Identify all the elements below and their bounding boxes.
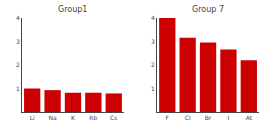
svg-text:4: 4 xyxy=(151,14,155,21)
svg-text:2: 2 xyxy=(151,61,155,68)
svg-text:Na: Na xyxy=(48,114,56,121)
svg-text:Li: Li xyxy=(30,114,35,121)
svg-text:2: 2 xyxy=(16,61,20,68)
svg-text:3: 3 xyxy=(16,38,20,45)
svg-text:F: F xyxy=(166,114,170,121)
svg-text:4: 4 xyxy=(16,14,20,21)
svg-text:Cl: Cl xyxy=(185,114,191,121)
svg-text:Rb: Rb xyxy=(89,114,97,121)
svg-text:Br: Br xyxy=(205,114,212,121)
svg-text:Group1: Group1 xyxy=(58,5,87,14)
svg-text:1: 1 xyxy=(16,85,20,92)
svg-text:K: K xyxy=(71,114,76,121)
svg-text:3: 3 xyxy=(151,38,155,45)
svg-text:Group 7: Group 7 xyxy=(192,5,224,14)
svg-text:1: 1 xyxy=(151,85,155,92)
svg-text:Cs: Cs xyxy=(110,114,117,121)
svg-text:At: At xyxy=(246,114,253,121)
svg-text:I: I xyxy=(228,114,230,121)
